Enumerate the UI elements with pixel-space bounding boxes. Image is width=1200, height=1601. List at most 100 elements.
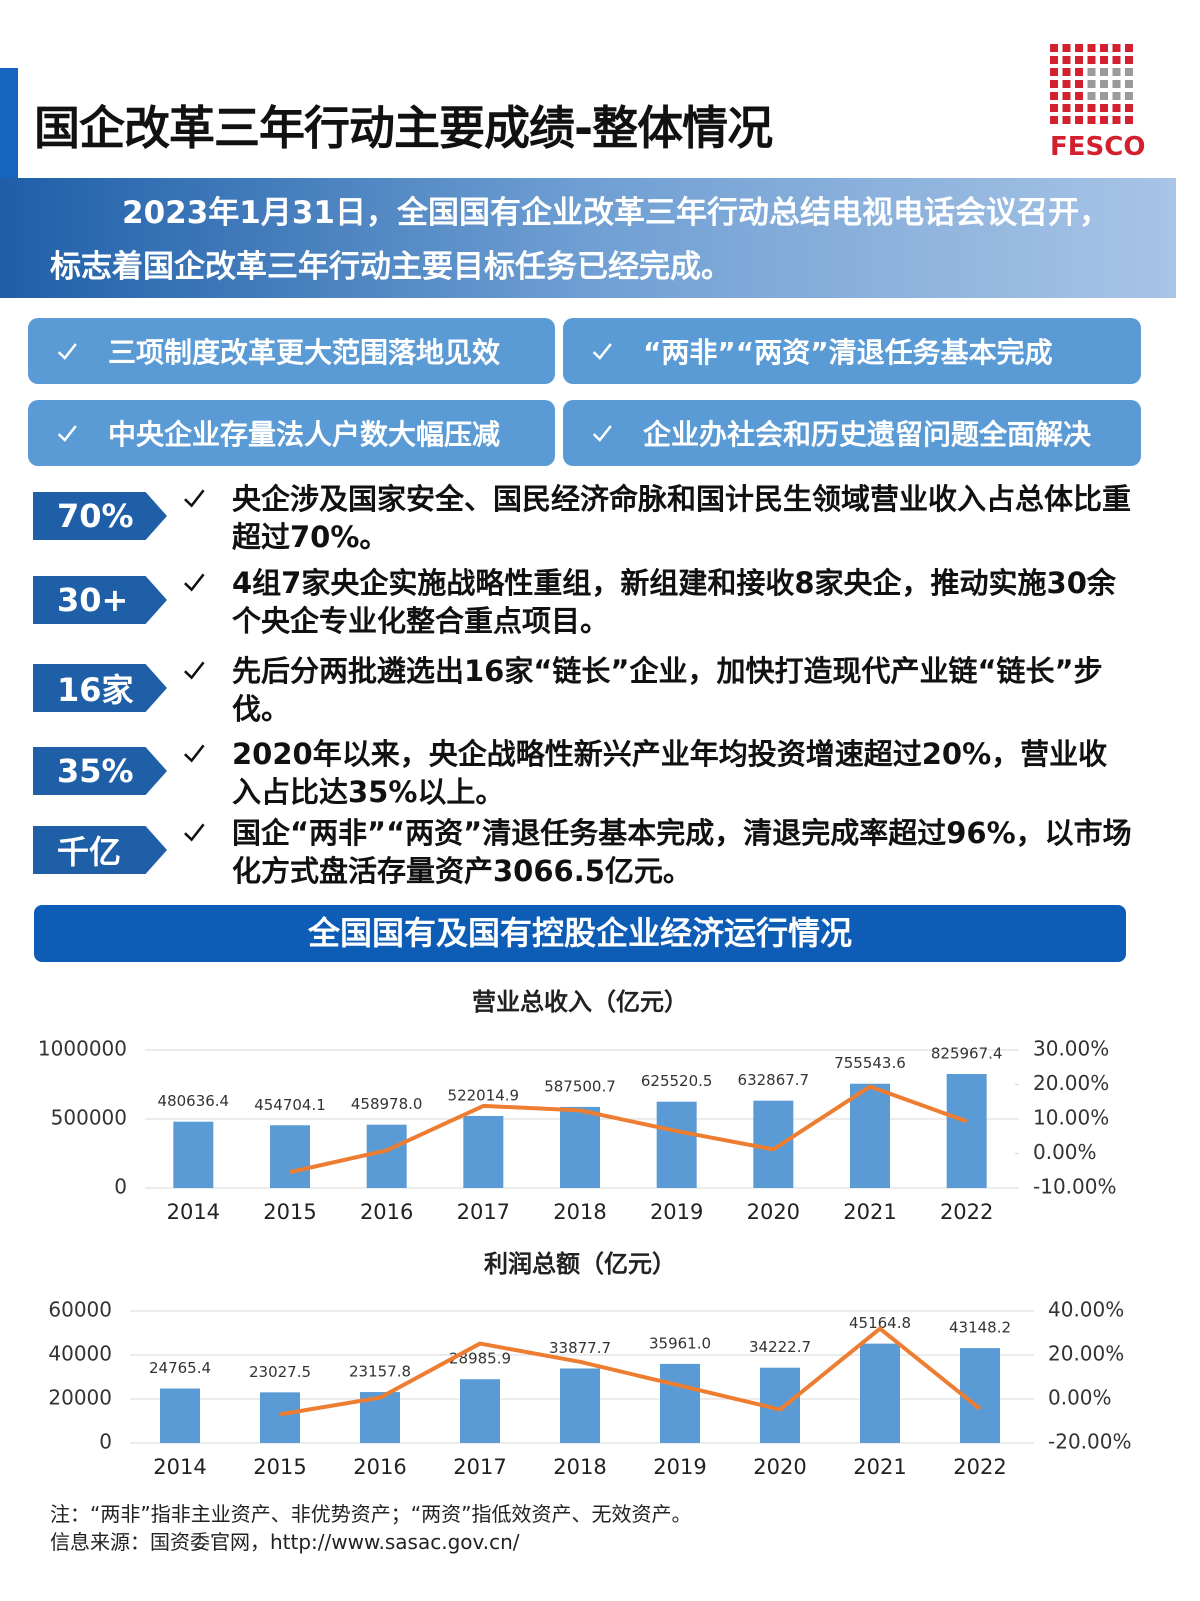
x-tick-label: 2022 [953,1455,1006,1479]
value-label: 33877.7 [549,1339,611,1357]
value-label: 34222.7 [749,1338,811,1356]
logo-square [1062,116,1071,124]
highlight: “两非”“两资”清退任务基本完成 [563,318,1141,384]
stat-badge: 35% [33,747,167,795]
bar [270,1125,310,1188]
highlight: 三项制度改革更大范围落地见效 [28,318,555,384]
logo-square [1062,68,1071,76]
x-tick-label: 2014 [153,1455,206,1479]
logo-square [1100,44,1108,52]
logo-square [1087,56,1096,64]
check-icon [184,489,205,508]
x-tick-label: 2022 [940,1200,993,1224]
y-tick-label: 1000000 [38,1037,127,1061]
y2-tick-label: 30.00% [1033,1037,1109,1061]
check-icon [592,343,612,360]
highlight: 企业办社会和历史遗留问题全面解决 [563,400,1141,466]
bar [366,1124,407,1188]
logo-square [1062,56,1071,64]
logo-square [1100,104,1108,112]
logo-square [1087,92,1096,100]
check-icon [592,425,612,442]
x-tick-label: 2015 [263,1200,316,1224]
check-icon [184,573,205,592]
logo-square [1100,116,1108,124]
logo-square [1112,68,1121,76]
value-label: 480636.4 [158,1092,230,1110]
highlight-text: 中央企业存量法人户数大幅压减 [108,418,501,451]
value-label: 587500.7 [544,1077,616,1095]
logo-square [1075,80,1083,88]
stat-text: 2020年以来，央企战略性新兴产业年均投资增速超过20%，营业收入占比达35%以… [232,737,1108,809]
value-label: 45164.8 [849,1314,911,1332]
check-stroke [184,661,205,680]
logo-text: FESCO [1050,132,1146,162]
stat-text: 央企涉及国家安全、国民经济命脉和国计民生领域营业收入占总体比重超过70%。 [232,482,1132,554]
highlight: 中央企业存量法人户数大幅压减 [28,400,555,466]
bar [850,1083,890,1188]
value-label: 454704.1 [254,1096,326,1114]
y-tick-label: 40000 [48,1342,112,1366]
x-tick-label: 2016 [353,1455,406,1479]
value-label: 35961.0 [649,1334,711,1352]
logo-square [1112,116,1121,124]
value-label: 23027.5 [249,1363,311,1381]
y-tick-label: 0 [99,1430,112,1454]
value-label: 632867.7 [738,1071,810,1089]
y2-tick-label: 20.00% [1048,1342,1124,1366]
check-icon [184,823,205,842]
check-stroke [592,343,612,360]
y2-tick-label: 20.00% [1033,1071,1109,1095]
check [182,570,206,598]
stat-badge: 千亿 [33,826,167,874]
value-label: 28985.9 [449,1350,511,1368]
chart-title: 营业总收入（亿元） [472,988,688,1016]
check-stroke [57,343,77,360]
logo-square [1125,68,1133,76]
logo-square [1100,92,1108,100]
y-tick-label: 60000 [48,1298,112,1322]
check-stroke [184,489,205,508]
logo-square [1075,104,1083,112]
logo-square [1062,104,1071,112]
logo-square [1075,56,1083,64]
x-tick-label: 2018 [553,1200,606,1224]
check [182,486,206,514]
y2-tick-label: 10.00% [1033,1106,1109,1130]
logo-square [1075,44,1083,52]
check [182,741,206,769]
stat-badge: 30+ [33,576,167,624]
x-tick-label: 2014 [167,1200,220,1224]
logo-square [1125,56,1133,64]
value-label: 522014.9 [448,1086,520,1104]
check [182,820,206,848]
value-label: 23157.8 [349,1363,411,1381]
bar [173,1121,214,1188]
x-tick-label: 2019 [653,1455,706,1479]
y2-tick-label: -20.00% [1048,1430,1131,1454]
logo-square [1125,80,1133,88]
page-title: 国企改革三年行动主要成绩-整体情况 [34,101,773,155]
value-label: 755543.6 [834,1054,906,1072]
x-tick-label: 2021 [843,1200,896,1224]
stat-text: 4组7家央企实施战略性重组，新组建和接收8家央企，推动实施30余个央企专业化整合… [232,566,1116,638]
value-label: 825967.4 [931,1045,1003,1063]
value-label: 625520.5 [641,1072,713,1090]
x-tick-label: 2021 [853,1455,906,1479]
logo-square [1062,92,1071,100]
logo-square [1062,44,1071,52]
check-icon [57,425,77,442]
logo-square [1125,116,1133,124]
check-stroke [184,823,205,842]
bar [463,1115,504,1188]
check-stroke [184,573,205,592]
logo-square [1112,56,1121,64]
y-tick-label: 500000 [51,1106,127,1130]
bar [460,1379,500,1443]
logo-square [1075,68,1083,76]
stat-badge: 16家 [33,664,167,712]
x-tick-label: 2020 [753,1455,806,1479]
growth-line [279,1326,982,1417]
y2-tick-label: -10.00% [1033,1175,1116,1199]
bar [160,1388,200,1443]
